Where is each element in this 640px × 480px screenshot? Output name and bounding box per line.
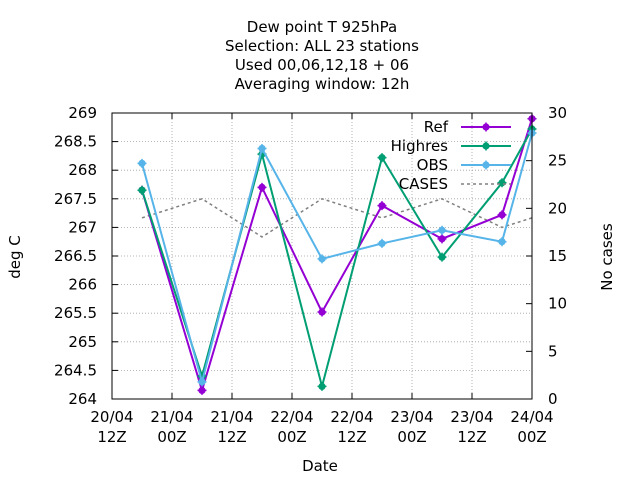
plot-frame (111, 112, 533, 400)
series-point-marker-ref (257, 182, 267, 192)
series-point-marker-highres (317, 381, 327, 391)
legend-marker-plus-ref (481, 122, 491, 132)
series-point-marker-obs (137, 158, 147, 168)
title-line: Dew point T 925hPa (247, 18, 397, 36)
series-point-marker-ref (317, 307, 327, 317)
y2-tick-label: 25 (548, 152, 567, 170)
series-point-marker-obs (317, 254, 327, 264)
x-tick-label-date: 22/04 (330, 408, 373, 426)
legend-label-cases: CASES (399, 175, 448, 193)
series-point-marker-ref (437, 234, 447, 244)
x-tick-label-hour: 12Z (457, 428, 486, 446)
legend-marker-plus-obs (481, 160, 491, 170)
y-tick-label: 267 (68, 218, 97, 236)
y2-tick-label: 30 (548, 104, 567, 122)
y-tick-label: 265.5 (54, 304, 97, 322)
series-line-cases (141, 197, 533, 238)
legend-label-obs: OBS (417, 156, 448, 174)
x-tick-label-hour: 00Z (517, 428, 546, 446)
y-tick-label: 264 (68, 390, 97, 408)
series-line-ref (141, 118, 533, 394)
series-point-marker-obs (257, 143, 267, 153)
chart-title: Dew point T 925hPa Selection: ALL 23 sta… (225, 18, 419, 93)
y-tick-label: 268.5 (54, 133, 97, 151)
y-tick-label: 266 (68, 276, 97, 294)
title-line: Used 00,06,12,18 + 06 (235, 56, 409, 74)
y2-tick-label: 5 (548, 342, 558, 360)
x-tick-label-date: 24/04 (510, 408, 553, 426)
series-point-marker-obs (377, 238, 387, 248)
y-axis-label: deg C (6, 235, 24, 279)
y2-axis-label: No cases (598, 223, 616, 291)
tick-layer: 264 264.5 265 265.5 266 266.5 267 267.5 268 268.5… (54, 104, 567, 446)
x-tick-label-hour: 12Z (97, 428, 126, 446)
y-tick-label: 264.5 (54, 361, 97, 379)
legend-label-ref: Ref (424, 118, 449, 136)
series-layer (137, 114, 537, 395)
x-tick-label-hour: 00Z (277, 428, 306, 446)
x-tick-label-hour: 12Z (217, 428, 246, 446)
title-line: Averaging window: 12h (235, 75, 410, 93)
series-point-marker-ref (497, 210, 507, 220)
x-tick-label-hour: 00Z (397, 428, 426, 446)
series-point-marker-highres (137, 185, 147, 195)
x-tick-label-date: 22/04 (270, 408, 313, 426)
x-tick-label-hour: 00Z (157, 428, 186, 446)
y2-tick-label: 10 (548, 295, 567, 313)
x-tick-label-date: 21/04 (210, 408, 253, 426)
y2-tick-label: 15 (548, 247, 567, 265)
series-point-marker-obs (497, 237, 507, 247)
series-point-marker-obs (437, 225, 447, 235)
x-tick-label-hour: 12Z (337, 428, 366, 446)
x-axis-label: Date (302, 457, 338, 475)
y2-tick-label: 20 (548, 199, 567, 217)
y-tick-label: 266.5 (54, 247, 97, 265)
series-point-marker-ref (197, 385, 207, 395)
x-tick-label-date: 23/04 (390, 408, 433, 426)
series-point-marker-highres (437, 252, 447, 262)
y2-tick-label: 0 (548, 390, 558, 408)
legend-marker-plus-highres (481, 141, 491, 151)
x-tick-label-date: 21/04 (150, 408, 193, 426)
y-tick-label: 269 (68, 104, 97, 122)
y-tick-label: 265 (68, 333, 97, 351)
legend-label-highres: Highres (391, 137, 449, 155)
x-tick-label-date: 23/04 (450, 408, 493, 426)
series-point-marker-highres (497, 178, 507, 188)
series-point-marker-highres (377, 153, 387, 163)
series-point-marker-ref (377, 201, 387, 211)
series-line-highres (141, 128, 533, 391)
series-line-obs (141, 132, 533, 386)
title-line: Selection: ALL 23 stations (225, 37, 419, 55)
y-tick-label: 267.5 (54, 190, 97, 208)
x-tick-label-date: 20/04 (90, 408, 133, 426)
series-point-marker-obs (197, 377, 207, 387)
y-tick-label: 268 (68, 161, 97, 179)
